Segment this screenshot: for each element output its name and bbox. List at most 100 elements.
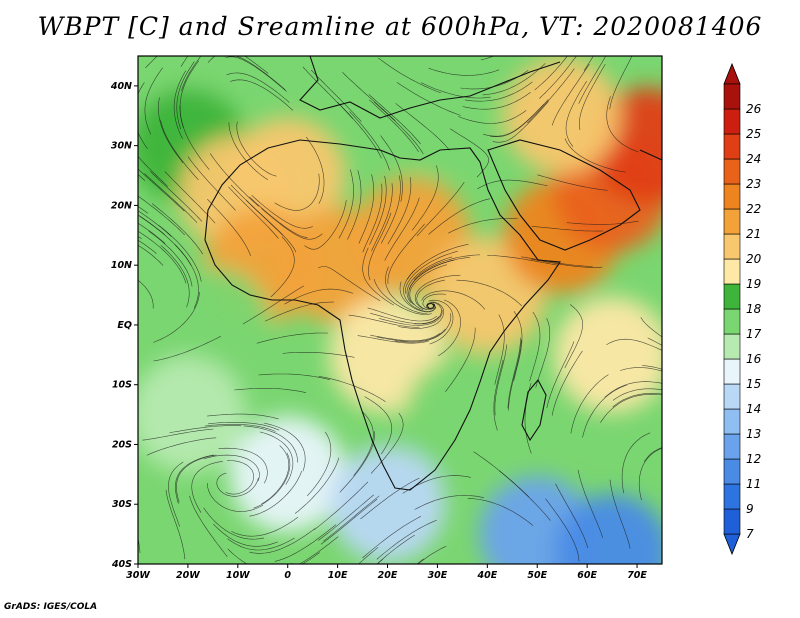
streamline [364, 396, 393, 455]
streamline [144, 67, 163, 135]
lon-tick-label: 20E [378, 570, 398, 581]
streamline [138, 302, 139, 304]
colorbar-swatch [723, 183, 741, 210]
streamline [160, 244, 190, 308]
colorbar-label: 14 [746, 402, 761, 416]
streamline [370, 412, 404, 474]
streamline [368, 94, 421, 145]
streamline [362, 183, 383, 253]
streamline [342, 71, 396, 122]
lat-tick-label: 10S [112, 380, 132, 391]
streamline [270, 236, 295, 298]
streamline [274, 173, 320, 211]
streamline [168, 461, 184, 527]
streamline [609, 479, 631, 549]
streamline [407, 244, 469, 280]
streamline [370, 312, 440, 324]
streamline [493, 359, 504, 431]
streamline [638, 448, 662, 501]
colorbar-swatch [723, 333, 741, 360]
streamline [385, 266, 428, 314]
streamline [138, 210, 172, 237]
streamline [236, 121, 277, 177]
streamline [369, 175, 387, 245]
streamline [612, 388, 662, 401]
colorbar-label: 7 [746, 527, 754, 541]
streamline [151, 203, 204, 255]
chart-title: WBPT [C] and Sreamline at 600hPa, VT: 20… [37, 12, 763, 41]
streamline [641, 365, 662, 370]
streamline [306, 431, 332, 497]
plot-frame [137, 55, 663, 565]
streamline [464, 81, 533, 102]
streamline [417, 545, 447, 564]
streamline [216, 472, 259, 497]
colorbar-swatch [723, 233, 741, 260]
field-cell [554, 494, 662, 564]
streamline [138, 284, 139, 285]
streamline [399, 281, 437, 313]
streamline [456, 279, 523, 307]
streamline [376, 558, 383, 564]
field-cell [379, 57, 496, 174]
streamline [380, 175, 401, 244]
streamline [551, 63, 590, 126]
streamline [428, 67, 500, 76]
streamline [310, 69, 362, 122]
streamline [539, 56, 577, 99]
streamline [370, 332, 441, 342]
streamline [207, 198, 251, 257]
streamline [395, 103, 450, 151]
streamline [545, 498, 580, 562]
streamline [144, 173, 198, 223]
colorbar-label: 25 [746, 127, 761, 141]
coastlines [204, 56, 662, 491]
streamline [138, 168, 185, 212]
streamline [317, 494, 374, 541]
streamline [600, 393, 662, 423]
lat-tick-label: 10N [111, 260, 132, 271]
colorbar-swatch [723, 308, 741, 335]
streamline [261, 445, 290, 505]
streamline [265, 301, 334, 322]
streamline [577, 469, 603, 538]
lat-tick-label: 30S [112, 499, 132, 510]
colorbar-label: 20 [746, 252, 762, 266]
streamline [164, 171, 216, 224]
lon-tick-label: 10W [226, 570, 250, 581]
streamline [204, 424, 276, 432]
lon-tick-label: 30E [428, 570, 448, 581]
colorbar-swatch [723, 383, 741, 410]
field-cell [404, 356, 521, 473]
colorbar-swatch [723, 133, 741, 160]
colorbar-swatch [723, 283, 741, 310]
streamline [203, 454, 260, 481]
colorbar-swatch [723, 433, 741, 460]
streamline [169, 425, 242, 433]
colorbar-label: 21 [746, 227, 761, 241]
streamline [305, 136, 325, 204]
colorbar-label: 22 [746, 202, 761, 216]
field-cell [504, 57, 621, 174]
streamline [578, 56, 606, 104]
streamline [145, 56, 158, 69]
streamline [348, 314, 420, 328]
streamline [404, 250, 458, 294]
streamline [224, 56, 286, 91]
streamline [609, 56, 633, 110]
streamline [373, 279, 432, 315]
streamline [226, 72, 290, 103]
colorbar-swatch [723, 108, 741, 135]
colorbar-swatch [723, 358, 741, 385]
colorbar: 7 9 11 12 13 14 15 16 17 18 19 20 21 22 23 24 25 26 [723, 62, 762, 556]
lat-tick-label: EQ [117, 320, 132, 331]
streamline [565, 81, 587, 147]
streamline [230, 79, 294, 111]
streamline [242, 285, 305, 325]
streamline [153, 335, 221, 362]
streamline [378, 57, 442, 94]
lat-tick-label: 20N [111, 200, 132, 211]
streamline [534, 56, 568, 91]
colorbar-swatch [723, 208, 741, 235]
lon-tick-label: 60E [577, 570, 597, 581]
